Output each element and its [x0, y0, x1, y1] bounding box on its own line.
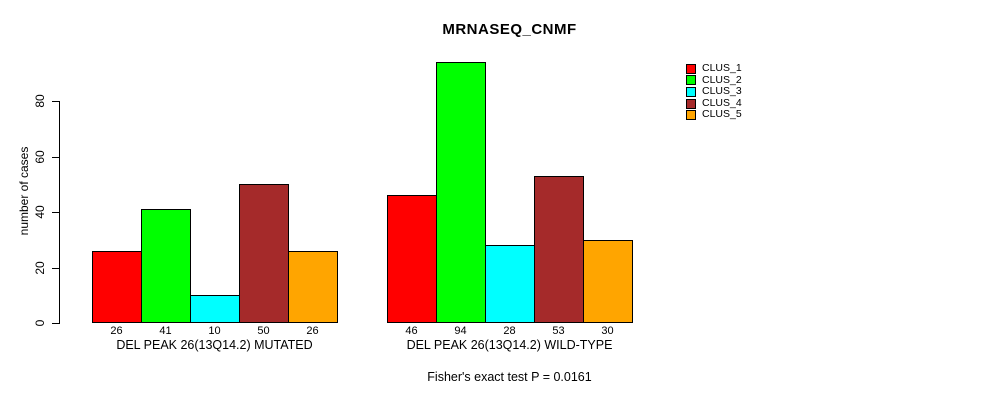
bar-value-label: 26: [306, 325, 319, 337]
bar: [190, 295, 240, 323]
y-axis-tick-label: 20: [33, 260, 47, 275]
bar: [141, 209, 191, 323]
x-axis-group-label: DEL PEAK 26(13Q14.2) WILD-TYPE: [406, 338, 613, 352]
y-axis-tick: [52, 101, 59, 102]
bar-value-label: 28: [503, 325, 516, 337]
legend-label: CLUS_4: [702, 96, 742, 109]
y-axis-tick-label: 80: [33, 94, 47, 108]
y-axis-tick: [52, 212, 59, 213]
bar-value-label: 10: [208, 325, 221, 337]
bar: [534, 176, 584, 323]
y-axis-tick-label: 40: [33, 205, 47, 219]
bar: [583, 240, 633, 323]
legend-item: CLUS_2: [686, 73, 742, 87]
legend-swatch: [686, 86, 696, 97]
y-axis-tick: [52, 156, 59, 158]
legend-swatch: [686, 110, 696, 121]
bar-value-label: 26: [110, 325, 123, 337]
bar-value-label: 94: [454, 325, 467, 337]
legend-label: CLUS_3: [702, 85, 742, 98]
legend-item: CLUS_3: [686, 86, 742, 98]
bar-value-label: 41: [159, 325, 172, 337]
legend-label: CLUS_2: [702, 73, 742, 86]
legend-swatch: [686, 63, 696, 74]
legend-swatch: [686, 75, 696, 86]
chart-title: MRNASEQ_CNMF: [442, 21, 577, 38]
bar: [485, 245, 535, 323]
y-axis-label: number of cases: [17, 146, 31, 236]
bar: [239, 184, 289, 323]
bar: [288, 251, 338, 323]
fisher-test-caption: Fisher's exact test P = 0.0161: [427, 370, 592, 384]
y-axis-tick-label: 60: [33, 149, 47, 164]
bar-value-label: 50: [257, 325, 270, 337]
bar: [436, 62, 486, 323]
y-axis-line: [59, 101, 60, 324]
legend-swatch: [686, 98, 696, 109]
bar: [92, 251, 142, 323]
bar-value-label: 30: [601, 325, 614, 337]
y-axis-tick-label: 0: [33, 319, 47, 327]
legend: CLUS_1 CLUS_2 CLUS_3 CLUS_4 CLUS_5: [686, 62, 742, 121]
x-axis-group-label: DEL PEAK 26(13Q14.2) MUTATED: [116, 338, 313, 352]
legend-item: CLUS_4: [686, 96, 742, 110]
legend-label: CLUS_5: [702, 108, 742, 121]
bar: [387, 195, 437, 323]
legend-item: CLUS_1: [686, 62, 742, 75]
legend-item: CLUS_5: [686, 109, 742, 121]
y-axis-tick: [52, 267, 59, 269]
y-axis-tick: [52, 323, 59, 324]
bar-value-label: 53: [552, 325, 565, 337]
bar-value-label: 46: [405, 325, 418, 337]
legend-label: CLUS_1: [702, 62, 742, 74]
